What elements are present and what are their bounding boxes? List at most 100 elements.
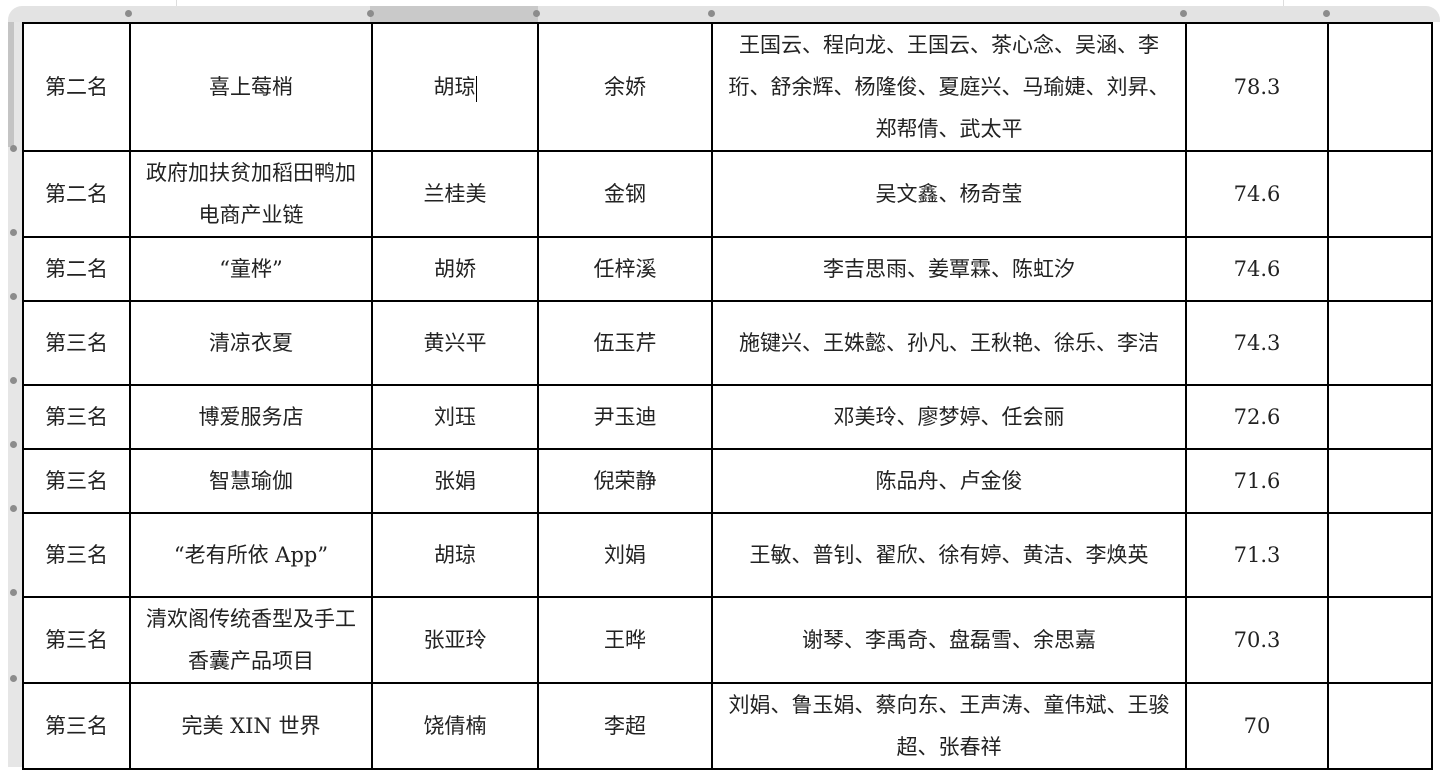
members-cell[interactable]: 王国云、程向龙、王国云、茶心念、吴涵、李珩、舒余辉、杨隆俊、夏庭兴、马瑜婕、刘昇… <box>711 22 1187 152</box>
advisor-cell[interactable]: 倪荣静 <box>537 448 713 514</box>
row-marker[interactable] <box>10 229 17 236</box>
project-cell[interactable]: 政府加扶贫加稻田鸭加电商产业链 <box>129 150 373 238</box>
project-cell[interactable]: 清凉衣夏 <box>129 300 373 386</box>
table-row: 第三名 “老有所依 App” 胡琼 刘娟 王敏、普钊、翟欣、徐有婷、黄洁、李焕英 71.3 <box>22 512 1433 598</box>
advisor-cell-text: 尹玉迪 <box>593 405 657 429</box>
score-cell[interactable]: 74.3 <box>1185 300 1329 386</box>
column-marker[interactable] <box>708 10 715 17</box>
rank-cell[interactable]: 第二名 <box>22 236 131 302</box>
advisor-cell-text: 刘娟 <box>604 543 646 567</box>
score-cell[interactable]: 70 <box>1185 682 1329 770</box>
score-cell[interactable]: 74.6 <box>1185 236 1329 302</box>
score-cell[interactable]: 71.6 <box>1185 448 1329 514</box>
members-cell[interactable]: 邓美玲、廖梦婷、任会丽 <box>711 384 1187 450</box>
members-cell[interactable]: 李吉思雨、姜覃霖、陈虹汐 <box>711 236 1187 302</box>
advisor-cell[interactable]: 任梓溪 <box>537 236 713 302</box>
members-cell[interactable]: 王敏、普钊、翟欣、徐有婷、黄洁、李焕英 <box>711 512 1187 598</box>
vertical-ruler[interactable] <box>8 22 22 767</box>
project-cell[interactable]: 完美 XIN 世界 <box>129 682 373 770</box>
row-marker[interactable] <box>10 377 17 384</box>
score-cell[interactable]: 70.3 <box>1185 596 1329 684</box>
project-cell-text: 喜上莓梢 <box>209 75 293 99</box>
advisor-cell[interactable]: 伍玉芹 <box>537 300 713 386</box>
table-row: 第三名 完美 XIN 世界 饶倩楠 李超 刘娟、鲁玉娟、蔡向东、王声涛、童伟斌、王骏超、… <box>22 682 1433 770</box>
note-cell[interactable] <box>1327 512 1433 598</box>
project-cell-text: “童桦” <box>219 257 283 281</box>
score-cell[interactable]: 72.6 <box>1185 384 1329 450</box>
project-cell[interactable]: 喜上莓梢 <box>129 22 373 152</box>
rank-cell[interactable]: 第三名 <box>22 512 131 598</box>
members-cell[interactable]: 谢琴、李禹奇、盘磊雪、余思嘉 <box>711 596 1187 684</box>
row-marker[interactable] <box>10 589 17 596</box>
advisor-cell-text: 任梓溪 <box>593 257 657 281</box>
row-marker[interactable] <box>10 145 17 152</box>
column-marker[interactable] <box>1180 10 1187 17</box>
note-cell[interactable] <box>1327 150 1433 238</box>
score-cell[interactable]: 74.6 <box>1185 150 1329 238</box>
advisor-cell[interactable]: 金钢 <box>537 150 713 238</box>
row-marker[interactable] <box>10 675 17 682</box>
advisor-cell-text: 金钢 <box>604 182 646 206</box>
note-cell[interactable] <box>1327 448 1433 514</box>
note-cell[interactable] <box>1327 596 1433 684</box>
score-cell-text: 70.3 <box>1233 628 1281 652</box>
note-cell[interactable] <box>1327 22 1433 152</box>
rank-cell[interactable]: 第三名 <box>22 596 131 684</box>
note-cell[interactable] <box>1327 300 1433 386</box>
column-marker[interactable] <box>367 10 374 17</box>
rank-cell[interactable]: 第二名 <box>22 22 131 152</box>
leader-cell-text: 胡娇 <box>434 257 476 281</box>
horizontal-ruler[interactable] <box>8 6 1440 22</box>
column-marker[interactable] <box>1323 10 1330 17</box>
row-marker[interactable] <box>10 505 17 512</box>
table-row: 第三名 清欢阁传统香型及手工香囊产品项目 张亚玲 王晔 谢琴、李禹奇、盘磊雪、余思嘉 70… <box>22 596 1433 684</box>
rank-cell[interactable]: 第三名 <box>22 448 131 514</box>
leader-cell[interactable]: 胡琼 <box>371 512 539 598</box>
leader-cell-text: 张亚玲 <box>423 628 487 652</box>
advisor-cell[interactable]: 王晔 <box>537 596 713 684</box>
table-row: 第二名 “童桦” 胡娇 任梓溪 李吉思雨、姜覃霖、陈虹汐 74.6 <box>22 236 1433 302</box>
score-cell-text: 74.6 <box>1233 257 1281 281</box>
leader-cell[interactable]: 刘珏 <box>371 384 539 450</box>
members-cell[interactable]: 吴文鑫、杨奇莹 <box>711 150 1187 238</box>
row-marker[interactable] <box>10 293 17 300</box>
score-cell[interactable]: 71.3 <box>1185 512 1329 598</box>
advisor-cell[interactable]: 刘娟 <box>537 512 713 598</box>
project-cell[interactable]: 博爱服务店 <box>129 384 373 450</box>
rank-cell-text: 第三名 <box>45 405 108 429</box>
table-row: 第三名 博爱服务店 刘珏 尹玉迪 邓美玲、廖梦婷、任会丽 72.6 <box>22 384 1433 450</box>
project-cell[interactable]: 清欢阁传统香型及手工香囊产品项目 <box>129 596 373 684</box>
advisor-cell[interactable]: 尹玉迪 <box>537 384 713 450</box>
leader-cell[interactable]: 兰桂美 <box>371 150 539 238</box>
project-cell[interactable]: “老有所依 App” <box>129 512 373 598</box>
project-cell-text: “老有所依 App” <box>173 543 329 567</box>
column-marker[interactable] <box>125 10 132 17</box>
project-cell-text: 政府加扶贫加稻田鸭加电商产业链 <box>146 161 356 227</box>
project-cell-text: 清欢阁传统香型及手工香囊产品项目 <box>146 607 356 673</box>
score-cell[interactable]: 78.3 <box>1185 22 1329 152</box>
leader-cell[interactable]: 张娟 <box>371 448 539 514</box>
leader-cell[interactable]: 张亚玲 <box>371 596 539 684</box>
project-cell[interactable]: 智慧瑜伽 <box>129 448 373 514</box>
members-cell-text: 邓美玲、廖梦婷、任会丽 <box>833 405 1065 429</box>
leader-cell[interactable]: 黄兴平 <box>371 300 539 386</box>
leader-cell[interactable]: 胡琼 <box>371 22 539 152</box>
members-cell[interactable]: 施键兴、王姝懿、孙凡、王秋艳、徐乐、李洁 <box>711 300 1187 386</box>
leader-cell[interactable]: 饶倩楠 <box>371 682 539 770</box>
advisor-cell[interactable]: 余娇 <box>537 22 713 152</box>
members-cell[interactable]: 刘娟、鲁玉娟、蔡向东、王声涛、童伟斌、王骏超、张春祥 <box>711 682 1187 770</box>
note-cell[interactable] <box>1327 384 1433 450</box>
advisor-cell[interactable]: 李超 <box>537 682 713 770</box>
note-cell[interactable] <box>1327 236 1433 302</box>
rank-cell[interactable]: 第三名 <box>22 300 131 386</box>
row-marker[interactable] <box>10 441 17 448</box>
rank-cell[interactable]: 第三名 <box>22 682 131 770</box>
project-cell[interactable]: “童桦” <box>129 236 373 302</box>
note-cell[interactable] <box>1327 682 1433 770</box>
leader-cell[interactable]: 胡娇 <box>371 236 539 302</box>
column-marker[interactable] <box>533 10 540 17</box>
rank-cell[interactable]: 第二名 <box>22 150 131 238</box>
members-cell[interactable]: 陈品舟、卢金俊 <box>711 448 1187 514</box>
rank-cell[interactable]: 第三名 <box>22 384 131 450</box>
page-edge <box>1283 0 1284 6</box>
